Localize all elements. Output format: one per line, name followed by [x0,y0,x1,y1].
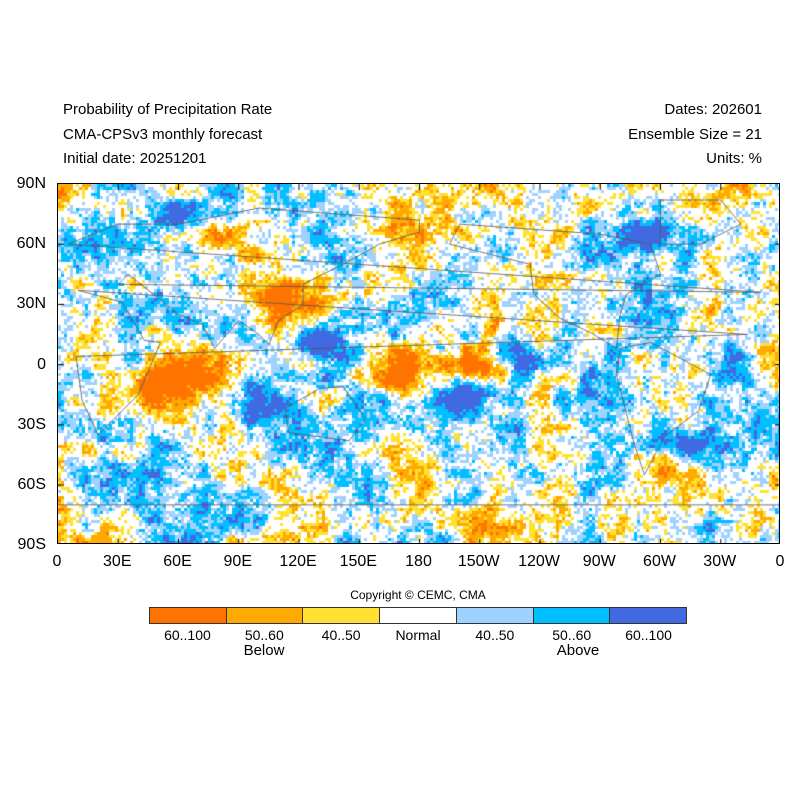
lon-label: 120W [518,553,560,570]
legend-label: 40..50 [475,627,515,643]
lon-label: 150E [339,553,377,570]
legend-swatch [226,608,304,623]
lon-label: 90E [223,553,252,570]
legend-swatch [150,608,227,623]
ensemble-size: Ensemble Size = 21 [628,126,762,143]
model-name: CMA-CPSv3 monthly forecast [63,126,263,143]
lat-label: 30S [17,415,46,433]
chart-title: Probability of Precipitation Rate [63,101,273,118]
lat-label: 60S [17,476,46,493]
lon-label: 150W [457,553,500,570]
lat-label: 0 [37,355,46,373]
lon-label: 60W [643,553,676,570]
lon-label: 60E [163,553,192,570]
lon-label: 180 [405,553,432,570]
legend-swatch [456,608,534,623]
initial-date: Initial date: 20251201 [63,150,207,167]
legend-below-label: Below [243,642,285,659]
legend-label: 60..100 [164,627,211,643]
lon-label: 90W [582,553,616,570]
probability-field [58,184,779,543]
lon-label: 0 [52,553,62,570]
legend-above-label: Above [556,642,600,659]
probability-map [57,183,780,544]
lon-label: 30E [103,553,132,570]
lon-label: 120E [279,553,317,570]
lon-label: 30W [703,553,737,570]
legend-colorbar [149,607,687,624]
lon-label: 0 [775,553,785,570]
units: Units: % [706,150,762,167]
legend-label: Normal [395,627,441,643]
lat-label: 90N [16,175,46,192]
copyright: Copyright © CEMC, CMA [350,588,486,602]
legend-label: 60..100 [625,627,672,643]
legend-label: 50..60 [552,627,592,643]
lat-label: 60N [16,235,46,253]
lat-label: 90S [17,536,46,554]
legend-label: 50..60 [244,627,284,643]
legend-swatch [610,608,687,623]
legend-swatch [380,608,457,623]
legend-swatch [303,608,381,623]
legend-swatch [533,608,611,623]
forecast-dates: Dates: 202601 [664,101,762,118]
lat-label: 30N [16,295,46,313]
legend-label: 40..50 [321,627,361,643]
